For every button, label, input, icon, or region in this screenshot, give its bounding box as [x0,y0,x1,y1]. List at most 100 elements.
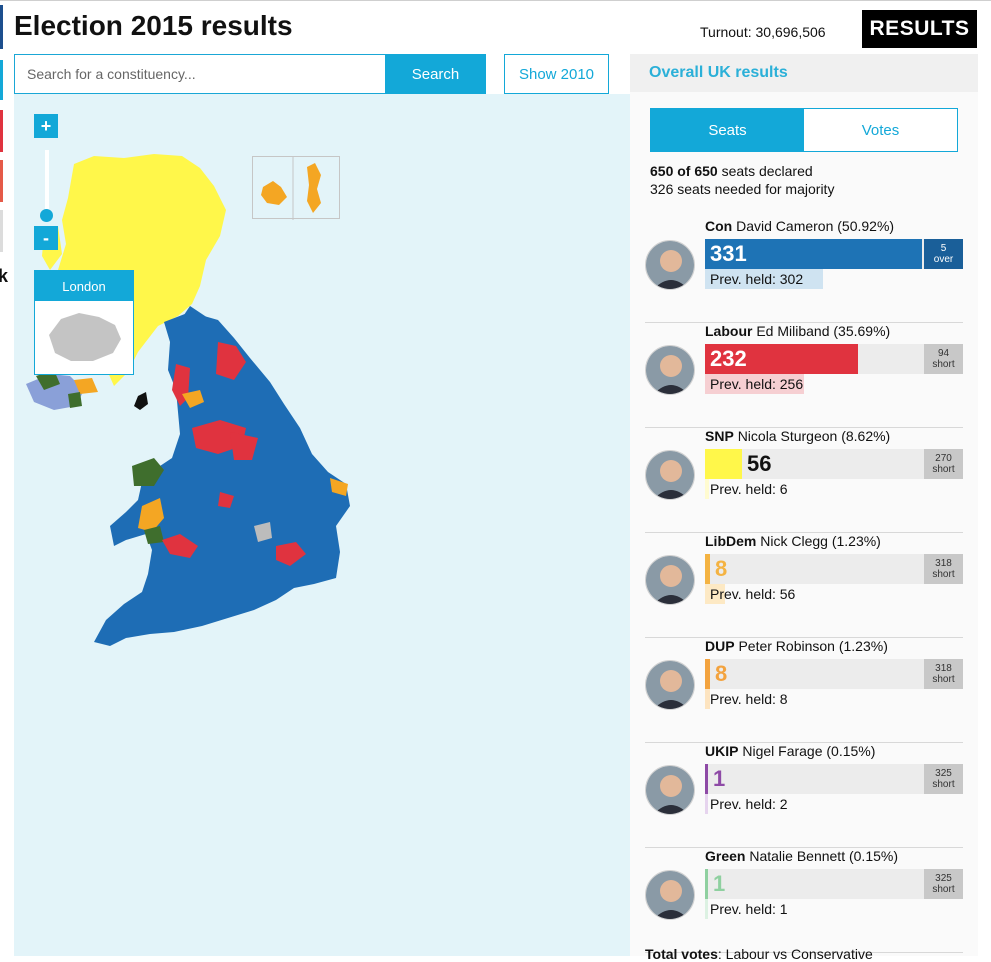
south-wales-labour[interactable] [162,534,198,558]
previous-seats-bar [705,479,709,499]
england-wales-region[interactable] [94,312,350,646]
party-row[interactable]: DUP Peter Robinson (1.23%) 8 318 short Prev.… [645,638,963,743]
wales-libdem[interactable] [138,498,164,532]
previous-seats-text: Prev. held: 302 [710,271,804,287]
declared-count: 650 of 650 [650,163,718,179]
majority-status-box: 270 short [924,449,963,479]
zoom-in-button[interactable]: + [34,114,58,138]
party-abbr: Con [705,218,733,234]
isle-of-man[interactable] [134,392,148,410]
party-line: Labour Ed Miliband (35.69%) [705,323,890,339]
previous-seats-bar [705,794,708,814]
seat-bar-track: 56 [705,449,924,479]
search-input[interactable] [14,54,386,94]
shetland-islands [307,163,321,213]
seat-bar-track: 1 [705,869,924,899]
previous-seats-bar [705,899,708,919]
status-word: short [932,359,955,370]
uk-constituency-map[interactable] [14,94,630,956]
party-abbr: Green [705,848,746,864]
leader-portrait [646,451,694,499]
london-inset[interactable]: London [34,270,134,375]
status-word: short [932,884,955,895]
seat-bar-fill [705,659,710,689]
party-leader: David Cameron (50.92%) [736,218,895,234]
tab-seats[interactable]: Seats [651,109,804,151]
norfolk-libdem[interactable] [330,478,348,496]
leader-avatar [645,660,695,710]
zoom-slider-handle[interactable] [40,209,53,222]
page-title: Election 2015 results [14,10,293,41]
ni-sdlp[interactable] [68,392,82,408]
seat-count: 232 [710,346,747,371]
status-number: 325 [935,768,952,779]
leader-portrait [646,241,694,289]
party-line: Con David Cameron (50.92%) [705,218,894,234]
north-england-labour[interactable] [216,342,246,380]
results-button[interactable]: RESULTS [862,10,977,48]
leader-avatar [645,765,695,815]
northern-ireland-region[interactable] [26,370,98,410]
total-votes-line: Total votes: Labour vs Conservative [645,946,873,962]
panel-heading: Overall UK results [630,54,978,92]
turnout-text: Turnout: 30,696,506 [700,24,826,40]
yorkshire-labour[interactable] [230,432,258,460]
status-word: short [932,779,955,790]
status-number: 318 [935,663,952,674]
seat-bar-fill [705,554,710,584]
midlands-labour[interactable] [218,492,234,508]
search-button[interactable]: Search [385,54,486,94]
status-word: short [932,464,955,475]
shetland-orkney-inset[interactable] [252,156,340,220]
total-votes-label: Total votes [645,946,718,962]
london-inset-label: London [35,271,133,301]
party-row[interactable]: UKIP Nigel Farage (0.15%) 1 325 short Prev. … [645,743,963,848]
speaker-seat[interactable] [254,522,272,542]
majority-status-box: 325 short [924,869,963,899]
declared-suffix: seats declared [717,163,813,179]
party-abbr: SNP [705,428,734,444]
party-abbr: Labour [705,323,753,339]
party-leader: Nicola Sturgeon (8.62%) [737,428,891,444]
ni-dup[interactable] [74,378,98,394]
previous-seats-text: Prev. held: 6 [710,481,788,497]
zoom-out-button[interactable]: - [34,226,58,250]
previous-seats-bar [705,689,710,709]
party-row[interactable]: LibDem Nick Clegg (1.23%) 8 318 short Prev. … [645,533,963,638]
previous-seats-bar [705,584,725,604]
leader-portrait [646,556,694,604]
party-line: DUP Peter Robinson (1.23%) [705,638,888,654]
london-labour[interactable] [276,542,306,566]
tab-votes[interactable]: Votes [804,109,957,151]
top-divider [0,0,991,1]
leader-portrait [646,871,694,919]
party-row[interactable]: Con David Cameron (50.92%) 331 5 over Prev. … [645,218,963,323]
party-row[interactable]: Labour Ed Miliband (35.69%) 232 94 short Pre… [645,323,963,428]
majority-status-box: 318 short [924,659,963,689]
show-2010-button[interactable]: Show 2010 [504,54,609,94]
seat-count: 331 [710,241,747,266]
wales-plaid-west[interactable] [144,526,164,544]
party-leader: Nick Clegg (1.23%) [760,533,881,549]
previous-seats-text: Prev. held: 1 [710,901,788,917]
seat-bar-track: 331 [705,239,924,269]
edge-fragment: k [0,266,9,286]
zoom-slider-track[interactable] [45,150,49,214]
ni-sinn-fein[interactable] [36,370,60,390]
previous-seats-text: Prev. held: 2 [710,796,788,812]
party-line: Green Natalie Bennett (0.15%) [705,848,898,864]
previous-seats-bar [705,269,823,289]
seat-count: 8 [715,556,728,581]
results-map[interactable]: + - London [14,94,630,956]
party-row[interactable]: SNP Nicola Sturgeon (8.62%) 56 270 short Pre… [645,428,963,533]
london-map [49,313,121,361]
wales-plaid-north[interactable] [132,458,164,486]
seat-count: 8 [715,661,728,686]
seat-count: 56 [747,451,772,476]
party-row[interactable]: Green Natalie Bennett (0.15%) 1 325 short Pr… [645,848,963,953]
majority-status-box: 325 short [924,764,963,794]
lakes-libdem[interactable] [182,390,204,408]
party-line: SNP Nicola Sturgeon (8.62%) [705,428,890,444]
leader-avatar [645,240,695,290]
majority-status-box: 5 over [924,239,963,269]
